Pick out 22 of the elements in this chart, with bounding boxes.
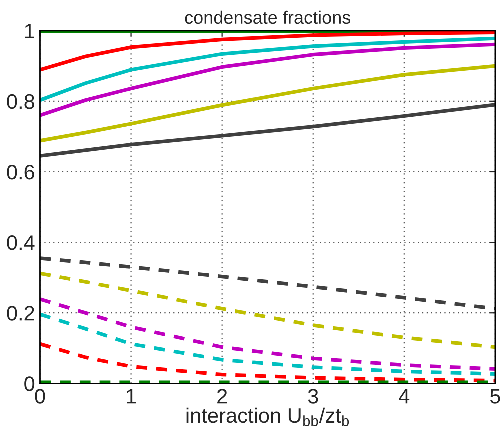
y-tick-label: 0.6 <box>7 164 34 180</box>
line-series <box>40 272 496 350</box>
y-tick-label: 0.2 <box>7 306 34 321</box>
x-axis-title: interaction U$_{bb}$/zt$_{b}$ <box>186 408 350 426</box>
x-tick-label: 0 <box>35 389 46 404</box>
x-tick-label: 3 <box>308 389 318 404</box>
x-tick-label: 2 <box>218 389 228 404</box>
line-series <box>40 312 496 376</box>
x-tick-label: 1 <box>127 389 136 404</box>
line-series <box>40 298 496 372</box>
line-series <box>40 42 496 118</box>
x-tick-label: 5 <box>490 389 500 404</box>
y-tick-label: 0.8 <box>7 94 34 110</box>
y-tick-label: 1 <box>25 24 34 38</box>
line-series <box>40 256 496 311</box>
y-tick-label: 0 <box>24 376 35 392</box>
line-series <box>40 64 496 143</box>
line-series <box>40 103 496 158</box>
line-series <box>40 36 496 102</box>
x-tick-label: 4 <box>399 389 410 404</box>
y-tick-label: 0.4 <box>7 236 35 250</box>
chart-title: condensate fractions <box>185 10 351 24</box>
